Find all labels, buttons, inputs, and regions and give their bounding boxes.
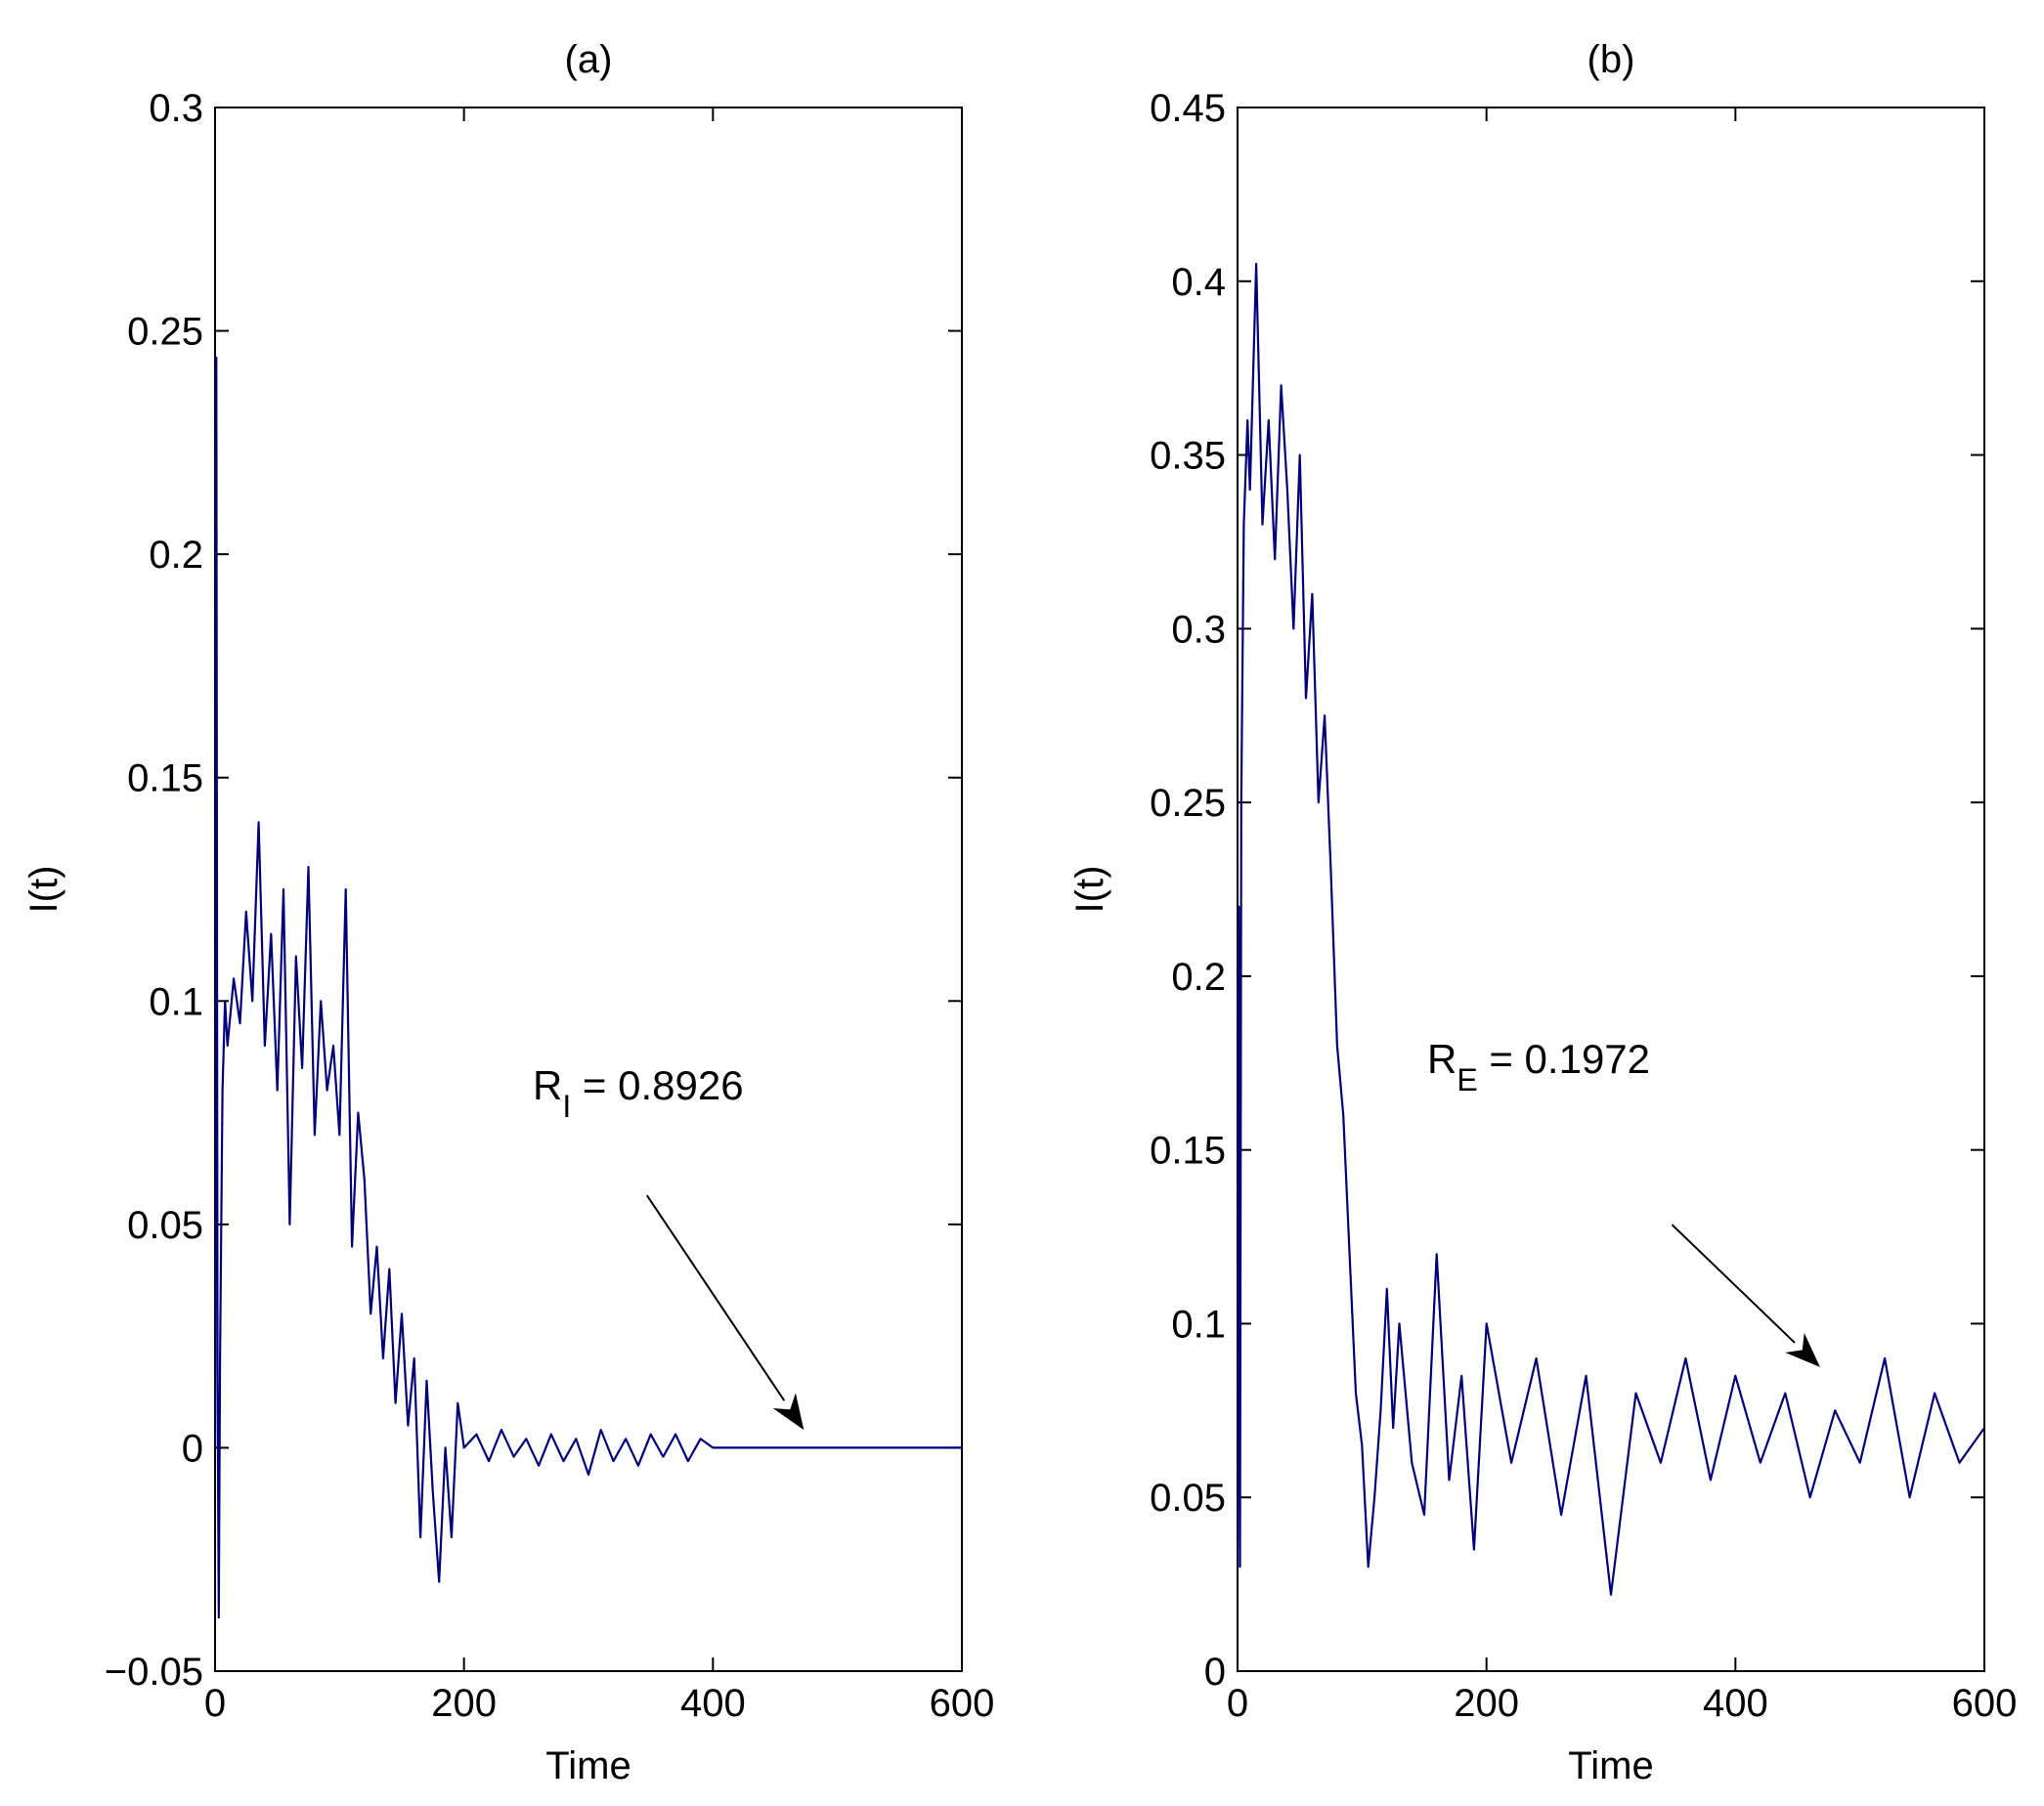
panel-b-ytick-label: 0.35 bbox=[1150, 435, 1226, 478]
panel-b-ytick-label: 0.15 bbox=[1150, 1130, 1226, 1173]
panel-a-ytick-label: 0 bbox=[182, 1427, 203, 1470]
panel-b: (b) 0 200 400 600 0 0.05 0.1 0.15 0.2 0.25 0.3 0.35… bbox=[1068, 38, 2017, 1787]
panel-b-annotation-value: = 0.1972 bbox=[1478, 1036, 1650, 1082]
panel-b-xlabel: Time bbox=[1568, 1744, 1653, 1787]
panel-b-xtick-label: 200 bbox=[1454, 1682, 1519, 1725]
panel-a-annotation-subscript: I bbox=[562, 1089, 571, 1124]
panel-b-ytick-label: 0.05 bbox=[1150, 1477, 1226, 1520]
panel-b-xtick-label: 600 bbox=[1952, 1682, 2018, 1725]
panel-a-ytick-label: 0.25 bbox=[127, 311, 203, 354]
panel-b-xtick-label: 0 bbox=[1227, 1682, 1248, 1725]
panel-a-annotation-arrowhead bbox=[772, 1393, 805, 1431]
panel-b-series bbox=[1238, 262, 1984, 1596]
panel-a-ytick-label: 0.15 bbox=[127, 757, 203, 800]
panel-a-ylabel: I(t) bbox=[22, 866, 65, 914]
svg-text:RE = 0.1972: RE = 0.1972 bbox=[1427, 1036, 1650, 1097]
panel-a-annotation-r: R bbox=[533, 1062, 562, 1108]
panel-a-ytick-label: 0.1 bbox=[149, 980, 203, 1023]
panel-b-ytick-label: 0.45 bbox=[1150, 87, 1226, 130]
panel-b-annotation-subscript: E bbox=[1457, 1062, 1477, 1097]
panel-a-xtick-label: 0 bbox=[204, 1682, 226, 1725]
panel-b-ytick-label: 0.3 bbox=[1171, 608, 1226, 651]
panel-a-title: (a) bbox=[565, 38, 613, 81]
panel-a-series bbox=[215, 356, 962, 1619]
svg-text:RI = 0.8926: RI = 0.8926 bbox=[533, 1062, 744, 1124]
panel-a-xtick-label: 400 bbox=[680, 1682, 746, 1725]
panel-b-ytick-label: 0.2 bbox=[1171, 956, 1226, 999]
panel-a-annotation-arrow-line bbox=[646, 1194, 786, 1401]
panel-b-annotation-arrow-line bbox=[1671, 1224, 1796, 1344]
panel-a-ytick-label: 0.2 bbox=[149, 534, 203, 577]
panel-b-ylabel: I(t) bbox=[1068, 866, 1111, 914]
panel-a-xtick-label: 200 bbox=[431, 1682, 497, 1725]
panel-b-ticks: 0 200 400 600 0 0.05 0.1 0.15 0.2 0.25 0.3 0.35 0.4 0… bbox=[1150, 87, 2017, 1725]
panel-a-ytick-label: 0.3 bbox=[149, 87, 203, 130]
panel-b-annotation: RE = 0.1972 bbox=[1427, 1036, 1820, 1367]
panel-a: (a) 0 200 400 600−0.0500.050.10.150.20.250.… bbox=[22, 38, 994, 1787]
panel-a-annotation: RI = 0.8926 bbox=[533, 1062, 805, 1431]
panel-b-ytick-label: 0.4 bbox=[1171, 261, 1226, 304]
panel-b-annotation-arrowhead bbox=[1785, 1332, 1820, 1367]
panel-b-title: (b) bbox=[1587, 38, 1635, 81]
panel-b-series-line bbox=[1238, 262, 1984, 1596]
panel-b-annotation-r: R bbox=[1427, 1036, 1457, 1082]
panel-a-ytick-label: −0.05 bbox=[105, 1651, 203, 1694]
panel-b-ytick-label: 0.1 bbox=[1171, 1303, 1226, 1346]
panel-b-ytick-label: 0 bbox=[1204, 1651, 1226, 1694]
panel-a-annotation-value: = 0.8926 bbox=[571, 1062, 743, 1108]
panel-b-ytick-label: 0.25 bbox=[1150, 782, 1226, 825]
panel-b-xtick-label: 400 bbox=[1703, 1682, 1768, 1725]
panel-b-plot-frame bbox=[1237, 107, 1985, 1672]
panel-a-xtick-label: 600 bbox=[930, 1682, 995, 1725]
panel-a-series-line bbox=[215, 356, 962, 1619]
panel-a-ytick-label: 0.05 bbox=[127, 1204, 203, 1247]
panel-a-xlabel: Time bbox=[545, 1744, 631, 1787]
panel-a-plot-frame bbox=[214, 107, 963, 1672]
